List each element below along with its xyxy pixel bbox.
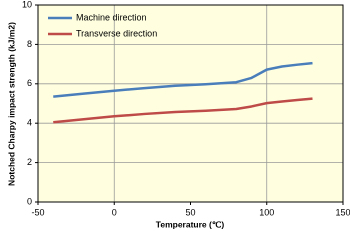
- chart: Temperature (℃) Notched Charpy impact st…: [6, 0, 350, 229]
- data-line: [53, 97, 313, 124]
- y-tick-label: 2: [27, 157, 32, 167]
- x-tick-label: -50: [31, 207, 44, 217]
- plot-border: [37, 4, 344, 203]
- x-axis-label: Temperature (℃): [156, 219, 225, 229]
- x-tick-label: 100: [259, 207, 274, 217]
- x-tick-label: 150: [335, 207, 350, 217]
- y-tick-label: 4: [27, 118, 32, 128]
- y-tick-label: 10: [22, 0, 32, 9]
- y-tick-label: 0: [27, 196, 32, 206]
- legend-label: Transverse direction: [76, 28, 157, 38]
- y-tick-label: 8: [27, 39, 32, 49]
- y-tick-label: 6: [27, 78, 32, 88]
- plot-area: [38, 5, 343, 202]
- x-tick-label: 50: [185, 207, 195, 217]
- data-line: [53, 61, 313, 98]
- legend-label: Machine direction: [76, 12, 147, 22]
- x-tick-label: 0: [112, 207, 117, 217]
- y-axis-label: Notched Charpy impact strength (kJ/m2): [6, 22, 16, 186]
